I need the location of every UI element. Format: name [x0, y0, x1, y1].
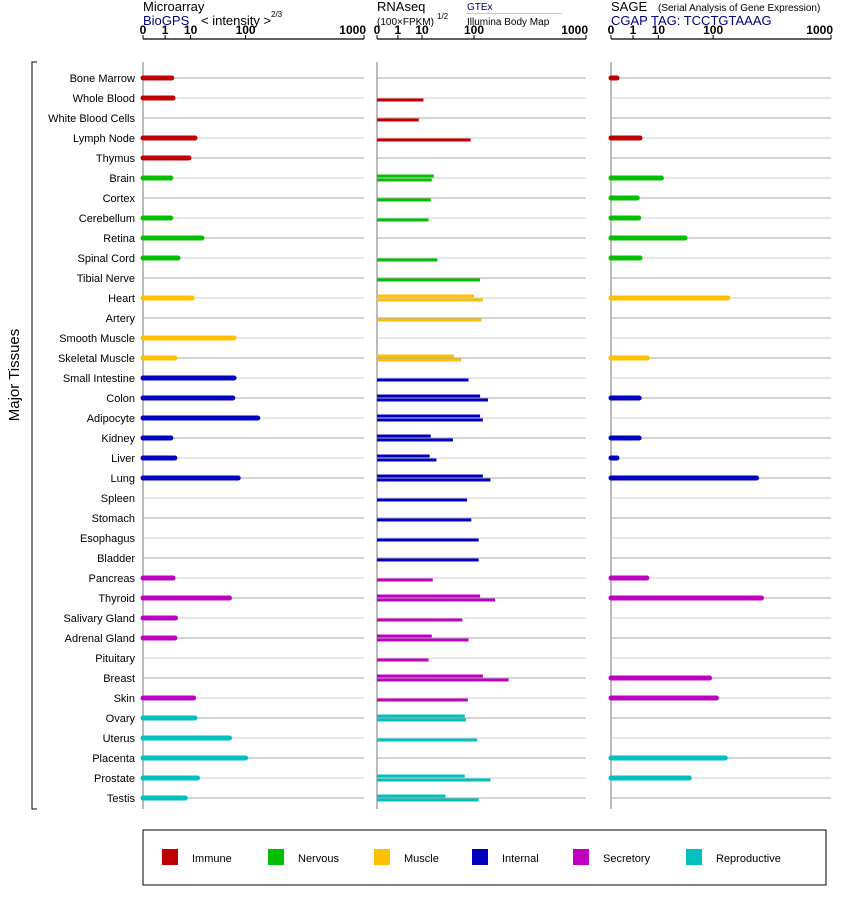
- legend-item: Secretory: [573, 849, 651, 865]
- tissue-label: Pancreas: [89, 573, 136, 585]
- legend-item: Muscle: [374, 849, 439, 865]
- tissue-label: Thyroid: [98, 593, 135, 605]
- x-tick-label: 1000: [561, 23, 588, 37]
- panel-header-sage: SAGE (Serial Analysis of Gene Expression…: [611, 0, 820, 28]
- x-tick-label: 1: [395, 23, 402, 37]
- y-axis-label: Major Tissues: [6, 329, 23, 422]
- tissue-label: Lung: [111, 473, 135, 485]
- gtex-link[interactable]: GTEx: [467, 2, 493, 13]
- legend-swatch: [162, 849, 178, 865]
- tissue-label: Retina: [103, 233, 136, 245]
- tissue-label: Ovary: [106, 713, 136, 725]
- legend-item: Internal: [472, 849, 539, 865]
- legend-label: Internal: [502, 853, 539, 865]
- tissue-label: Smooth Muscle: [59, 333, 135, 345]
- tissue-label: Breast: [103, 673, 135, 685]
- bodymap-label: Illumina Body Map: [467, 17, 550, 28]
- x-tick-label: 1: [162, 23, 169, 37]
- legend-swatch: [472, 849, 488, 865]
- panel-title-rnaseq: RNAseq: [377, 0, 425, 14]
- legend-swatch: [374, 849, 390, 865]
- panel-axes: 0 1 10 100 1000 0 1 10 100 1000 0 1 10 100 1000: [140, 23, 833, 809]
- biogps-link[interactable]: BioGPS: [143, 13, 190, 28]
- tissue-label: Small Intestine: [63, 373, 135, 385]
- tissue-label: Skeletal Muscle: [58, 353, 135, 365]
- legend-swatch: [686, 849, 702, 865]
- x-tick-label: 10: [415, 23, 429, 37]
- x-tick-label: 1: [630, 23, 637, 37]
- tissue-label: Placenta: [92, 753, 136, 765]
- y-axis-bracket: [31, 61, 37, 810]
- x-tick-label: 100: [703, 23, 723, 37]
- tissue-label: Esophagus: [80, 533, 136, 545]
- legend: Immune Nervous Muscle Internal Secretory Repr…: [142, 829, 827, 886]
- x-tick-label: 1000: [339, 23, 366, 37]
- tissue-label: Pituitary: [95, 653, 135, 665]
- x-tick-label: 0: [374, 23, 381, 37]
- legend-label: Immune: [192, 853, 232, 865]
- legend-label: Nervous: [298, 853, 339, 865]
- legend-item: Immune: [162, 849, 232, 865]
- legend-swatch: [573, 849, 589, 865]
- x-tick-label: 100: [236, 23, 256, 37]
- panel-title-sage: SAGE: [611, 0, 647, 14]
- tissue-label: Testis: [107, 793, 136, 805]
- x-tick-label: 1000: [806, 23, 833, 37]
- x-tick-label: 10: [652, 23, 666, 37]
- expression-bars: [140, 75, 764, 802]
- tissue-label: Lymph Node: [73, 133, 135, 145]
- tissue-label: Kidney: [101, 433, 135, 445]
- tissue-label: Brain: [109, 173, 135, 185]
- tissue-label: Cerebellum: [79, 213, 135, 225]
- tissue-label: Heart: [108, 293, 135, 305]
- legend-box: [142, 829, 827, 886]
- axis-sage: 0 1 10 100 1000: [608, 23, 833, 809]
- legend-label: Muscle: [404, 853, 439, 865]
- tissue-label: Uterus: [103, 733, 136, 745]
- tissue-label: Cortex: [103, 193, 136, 205]
- sage-subtitle: (Serial Analysis of Gene Expression): [658, 3, 820, 14]
- tissue-labels: Bone Marrow Whole Blood White Blood Cells L…: [48, 73, 136, 805]
- tissue-label: White Blood Cells: [48, 113, 135, 125]
- tissue-label: Tibial Nerve: [77, 273, 135, 285]
- row-lines: [143, 77, 831, 799]
- tissue-label: Colon: [106, 393, 135, 405]
- legend-label: Secretory: [603, 853, 651, 865]
- tissue-label: Whole Blood: [73, 93, 135, 105]
- legend-item: Nervous: [268, 849, 339, 865]
- tissue-label: Spinal Cord: [78, 253, 135, 265]
- tissue-label: Adrenal Gland: [65, 633, 135, 645]
- x-tick-label: 0: [608, 23, 615, 37]
- cgap-tag-link[interactable]: CGAP TAG: TCCTGTAAAG: [611, 13, 772, 28]
- panel-title-microarray: Microarray: [143, 0, 205, 14]
- tissue-label: Artery: [106, 313, 136, 325]
- legend-label: Reproductive: [716, 853, 781, 865]
- tissue-label: Stomach: [92, 513, 135, 525]
- x-tick-label: 10: [184, 23, 198, 37]
- intensity-label: < intensity >: [201, 13, 271, 28]
- panel-header-microarray: Microarray BioGPS < intensity > 2/3: [143, 0, 283, 28]
- tissue-label: Thymus: [96, 153, 136, 165]
- fpkm-label: (100×FPKM): [377, 17, 434, 28]
- tissue-label: Prostate: [94, 773, 135, 785]
- panel-header-rnaseq: RNAseq (100×FPKM) 1/2 GTEx Illumina Body…: [377, 0, 562, 28]
- intensity-exponent: 2/3: [271, 10, 283, 19]
- tissue-label: Liver: [111, 453, 135, 465]
- tissue-label: Bladder: [97, 553, 135, 565]
- x-tick-label: 100: [464, 23, 484, 37]
- tissue-label: Adipocyte: [87, 413, 135, 425]
- tissue-label: Skin: [114, 693, 135, 705]
- legend-item: Reproductive: [686, 849, 781, 865]
- legend-swatch: [268, 849, 284, 865]
- tissue-label: Salivary Gland: [63, 613, 135, 625]
- tissue-label: Spleen: [101, 493, 135, 505]
- tissue-label: Bone Marrow: [70, 73, 135, 85]
- fpkm-exponent: 1/2: [437, 12, 449, 21]
- x-tick-label: 0: [140, 23, 147, 37]
